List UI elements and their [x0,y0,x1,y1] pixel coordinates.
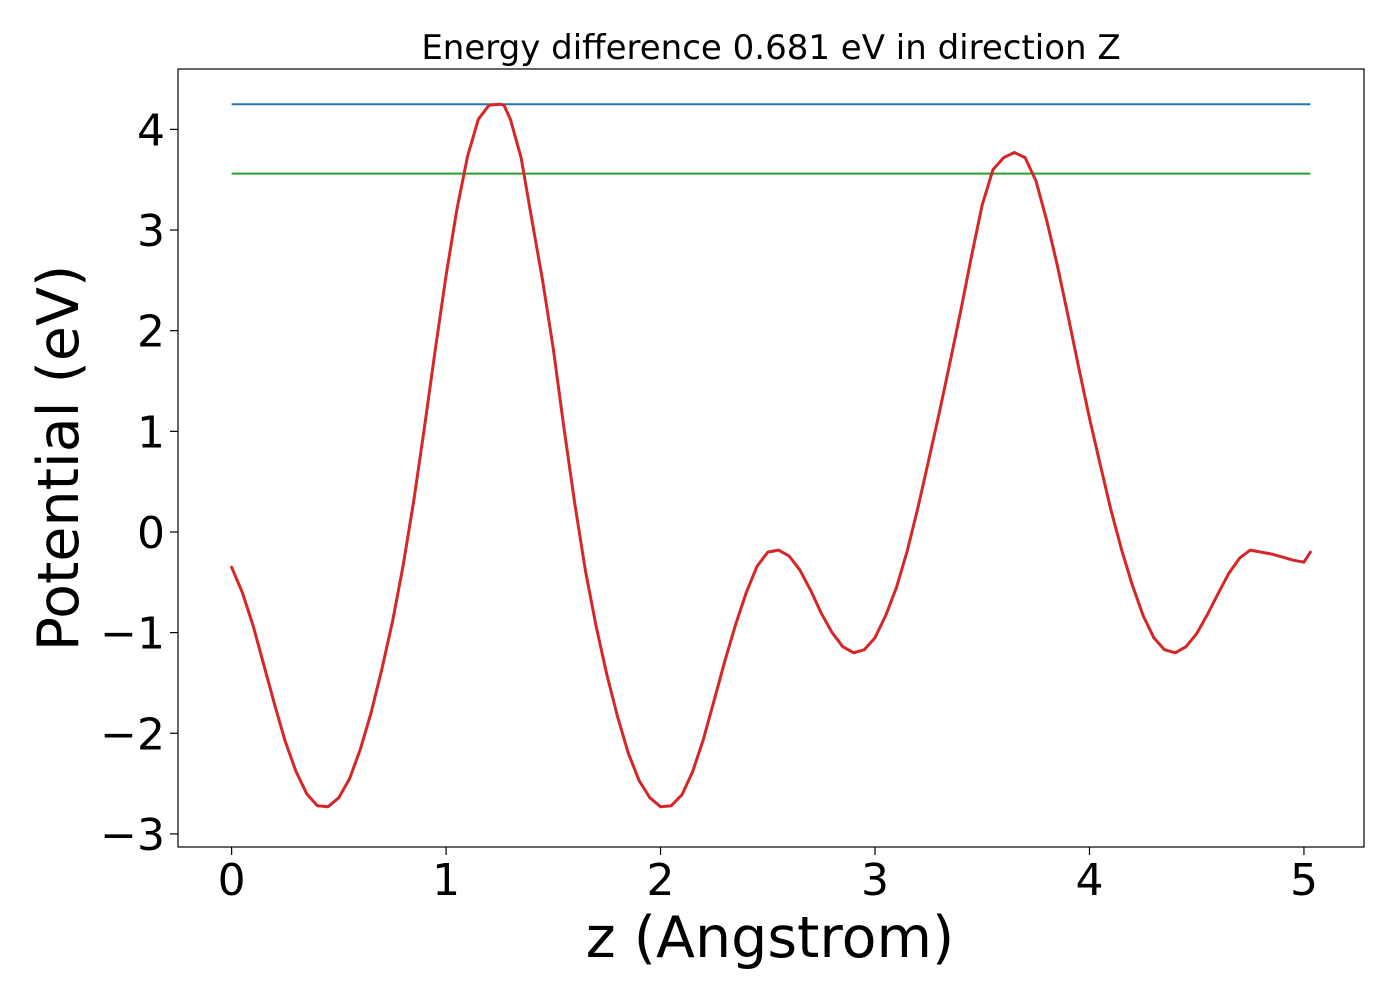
potential-curve-1 [230,102,1312,809]
y-tick-label: 2 [137,307,165,358]
x-axis-ticks: 0 1 2 3 4 5 [218,847,1318,906]
x-tick-label: 5 [1290,855,1318,906]
x-tick-label: 3 [861,855,889,906]
y-tick-label: −2 [100,709,165,760]
chart-title: Energy difference 0.681 eV in direction … [421,28,1120,68]
y-tick-label: 0 [137,508,165,559]
x-axis-label: z (Angstrom) [586,905,954,971]
y-tick-label: −3 [100,810,165,861]
x-tick-label: 2 [647,855,675,906]
x-tick-label: 1 [432,855,460,906]
axes-frame [177,68,1365,848]
y-tick-label: 4 [137,105,165,156]
y-axis-label: Potential (eV) [26,265,92,651]
plot-area [230,102,1312,809]
y-tick-label: −1 [100,609,165,660]
y-tick-label: 1 [137,407,165,458]
x-tick-label: 0 [218,855,246,906]
y-axis-ticks: −3 −2 −1 0 1 2 3 4 [100,105,178,861]
y-tick-label: 3 [137,206,165,257]
x-tick-label: 4 [1075,855,1103,906]
